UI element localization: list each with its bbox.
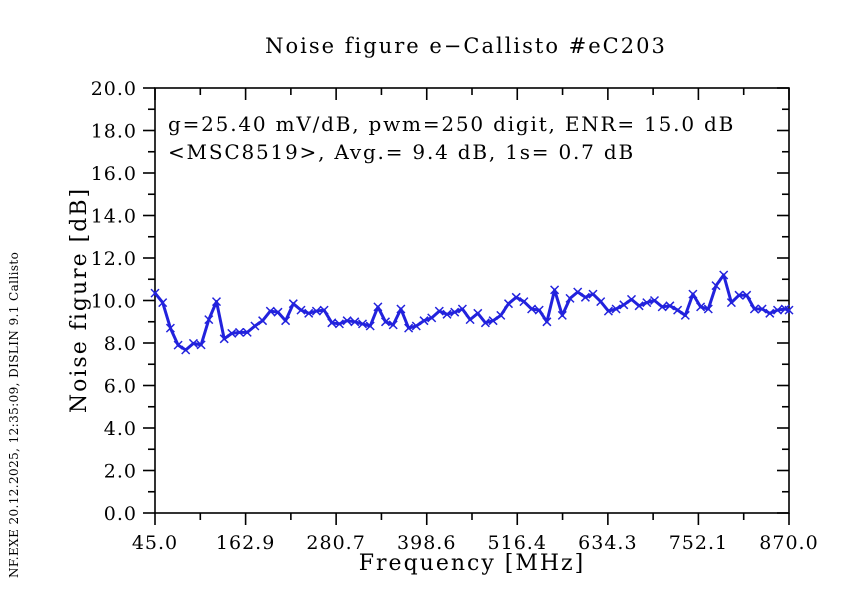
- y-tick-label: 16.0: [91, 163, 137, 185]
- y-tick-label: 12.0: [91, 248, 137, 270]
- y-axis-title: Noise figure [dB]: [67, 187, 92, 413]
- x-tick-label: 870.0: [759, 532, 818, 554]
- plot-layer: 45.0 162.9 280.7 398.6 516.4 634.3 752.1 870.0 0…: [91, 78, 818, 554]
- y-tick-label: 6.0: [104, 376, 137, 398]
- x-tick-label: 752.1: [669, 532, 728, 554]
- y-tick-label: 4.0: [104, 418, 137, 440]
- annotation-line-1: g=25.40 mV/dB, pwm=250 digit, ENR= 15.0 …: [168, 112, 735, 136]
- x-tick-label: 516.4: [488, 532, 547, 554]
- watermark-text: NF.EXE 20.12.2025, 12:35:09, DISLIN 9.1 …: [7, 252, 21, 578]
- y-tick-label: 8.0: [104, 333, 137, 355]
- y-tick-label: 18.0: [91, 121, 137, 143]
- y-tick-label: 20.0: [91, 78, 137, 100]
- data-curve: [153, 273, 791, 352]
- data-point-markers: [150, 270, 794, 355]
- y-tick-label: 0.0: [104, 503, 137, 525]
- x-axis-title: Frequency [MHz]: [359, 551, 585, 576]
- y-tick-label: 10.0: [91, 291, 137, 313]
- x-tick-label: 634.3: [578, 532, 637, 554]
- y-tick-label: 2.0: [104, 461, 137, 483]
- chart-title: Noise figure e−Callisto #eC203: [265, 34, 667, 58]
- x-tick-label: 45.0: [132, 532, 178, 554]
- x-tick-label: 398.6: [397, 532, 456, 554]
- annotation-line-2: <MSC8519>, Avg.= 9.4 dB, 1s= 0.7 dB: [168, 140, 635, 164]
- x-tick-label: 280.7: [306, 532, 365, 554]
- y-tick-label: 14.0: [91, 206, 137, 228]
- x-tick-label: 162.9: [216, 532, 275, 554]
